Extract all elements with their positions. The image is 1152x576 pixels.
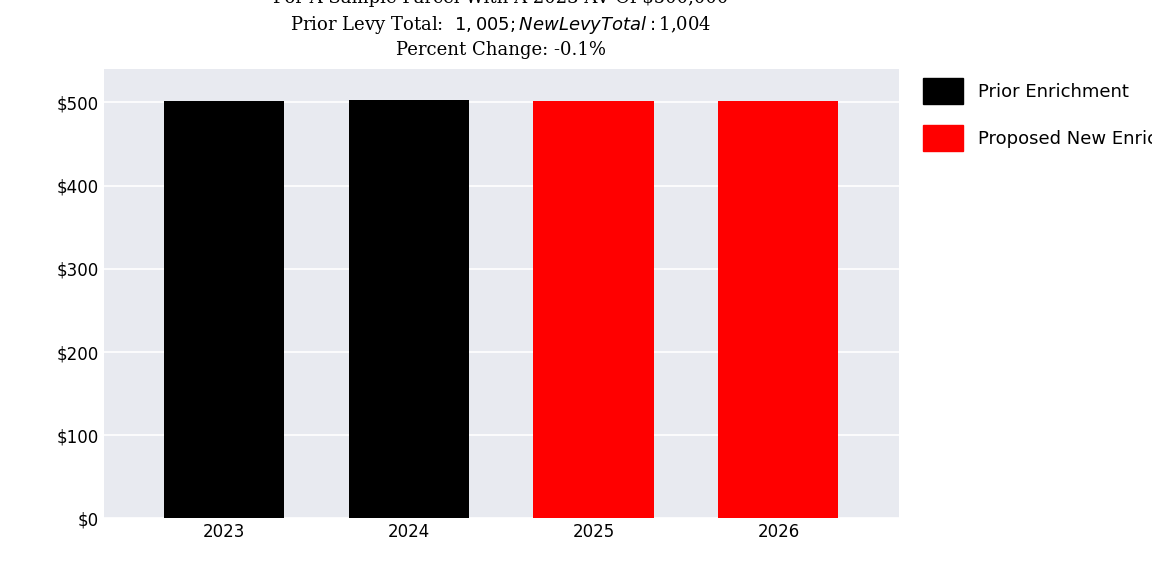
Bar: [349, 100, 469, 518]
Bar: [164, 101, 283, 518]
Legend: Prior Enrichment, Proposed New Enrichment: Prior Enrichment, Proposed New Enrichmen…: [924, 78, 1152, 151]
Title: Boistfort SD Total Estimated Levy Amounts To Be Collected
For A Sample Parcel Wi: Boistfort SD Total Estimated Levy Amount…: [228, 0, 774, 59]
Bar: [719, 101, 839, 518]
Bar: [533, 101, 653, 518]
